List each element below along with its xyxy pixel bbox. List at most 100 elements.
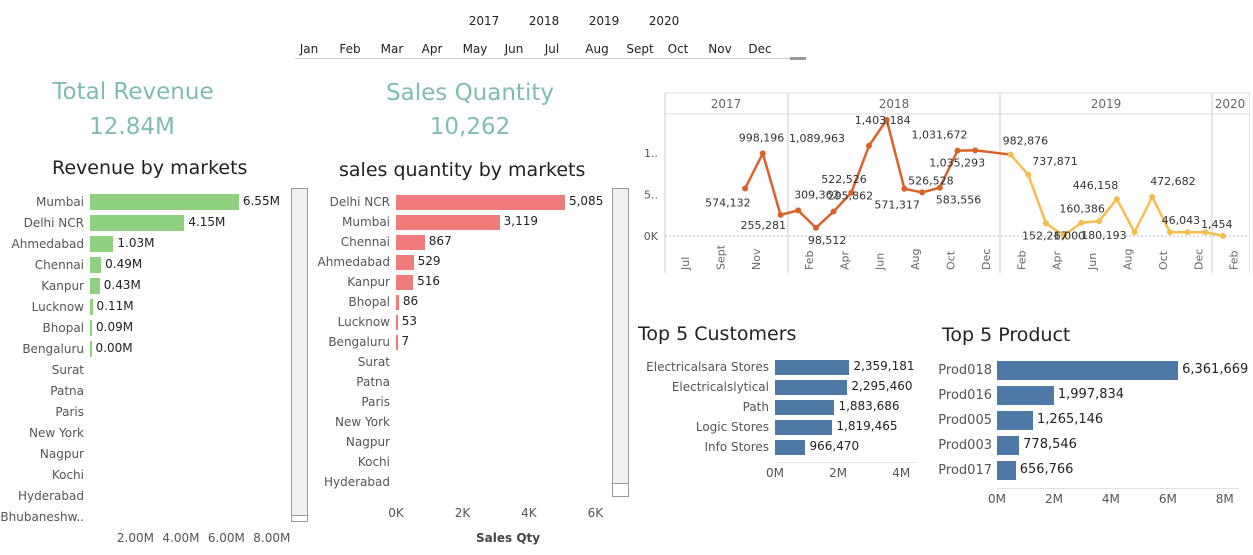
sales-qty-scrollbar[interactable] (612, 188, 629, 497)
category-label: Patna (50, 384, 84, 398)
month-filter-feb[interactable]: Feb (339, 42, 361, 56)
year-filter-2017[interactable]: 2017 (468, 14, 500, 28)
category-label: Bengaluru (328, 335, 390, 349)
trend-point (848, 189, 855, 196)
bar[interactable] (775, 359, 850, 375)
x-tick: Feb (1228, 251, 1241, 270)
month-filter-oct[interactable]: Oct (667, 42, 689, 56)
data-label: 1,819,465 (836, 419, 898, 433)
x-tick: Nov (750, 248, 763, 270)
bar[interactable] (396, 274, 414, 290)
bar[interactable] (396, 314, 398, 330)
axis-tick: 8.00M (253, 531, 291, 545)
year-header-2017: 2017 (711, 97, 742, 111)
category-label: Nagpur (39, 447, 84, 461)
bar[interactable] (90, 236, 114, 252)
trend-point (812, 224, 819, 231)
trend-data-label: 152,217 (1022, 229, 1068, 242)
data-label: 0.43M (103, 278, 141, 292)
data-label: 6.55M (242, 194, 280, 208)
trend-point (795, 207, 802, 214)
year-filter-2020[interactable]: 2020 (648, 14, 680, 28)
month-filter-jan[interactable]: Jan (299, 42, 319, 56)
month-filter-apr[interactable]: Apr (421, 42, 443, 56)
bar[interactable] (396, 214, 500, 230)
trend-data-label: 1,403,184 (855, 114, 911, 127)
month-filter-jun[interactable]: Jun (504, 42, 524, 56)
bar[interactable] (396, 334, 398, 350)
trend-data-label: 522,526 (821, 173, 867, 186)
category-label: Kochi (357, 455, 390, 469)
x-tick: Dec (1192, 249, 1205, 270)
trend-data-label: 180,193 (1081, 229, 1127, 242)
year-header-2018: 2018 (879, 97, 910, 111)
trend-point (866, 142, 872, 149)
trend-data-label: 46,043 (1162, 214, 1201, 227)
bar[interactable] (775, 379, 848, 395)
revenue-scrollbar-thumb[interactable] (292, 515, 307, 521)
bar[interactable] (90, 194, 239, 210)
axis-tick: 4M (892, 466, 911, 480)
category-label: Hyderabad (18, 489, 84, 503)
bar[interactable] (90, 320, 93, 336)
bar[interactable] (396, 234, 425, 250)
month-filter-aug[interactable]: Aug (585, 42, 609, 56)
axis-tick: 4K (521, 506, 537, 520)
bar[interactable] (997, 385, 1054, 405)
bar[interactable] (90, 215, 185, 231)
trend-data-label: 574,132 (705, 196, 751, 209)
bar[interactable] (90, 257, 102, 273)
trend-line-segment (797, 209, 817, 229)
trend-point (901, 185, 908, 192)
month-filter-may[interactable]: May (462, 42, 488, 56)
trend-data-label: 526,528 (908, 174, 954, 187)
trend-point (1149, 193, 1156, 200)
trend-data-label: 295,862 (828, 190, 874, 203)
trend-point (1043, 220, 1049, 227)
bar[interactable] (997, 460, 1016, 480)
axis-tick: 8M (1215, 492, 1234, 506)
revenue-by-markets-title: Revenue by markets (52, 157, 248, 179)
bar[interactable] (775, 439, 806, 455)
bar[interactable] (396, 194, 565, 210)
y-tick: 0K (644, 230, 659, 243)
bar[interactable] (396, 254, 414, 270)
trend-data-label: 982,876 (1003, 135, 1049, 148)
data-label: 0.49M (105, 257, 143, 271)
trend-point (830, 208, 837, 215)
trend-data-label: 309,362 (794, 188, 840, 201)
trend-point (1113, 196, 1120, 203)
revenue-scrollbar[interactable] (291, 188, 308, 522)
year-filter-2019[interactable]: 2019 (588, 14, 620, 28)
category-label: Prod017 (938, 463, 992, 478)
bar[interactable] (997, 360, 1179, 380)
category-label: Kanpur (41, 279, 84, 293)
data-label: 4.15M (188, 215, 226, 229)
bar[interactable] (396, 294, 399, 310)
trend-point (1007, 151, 1014, 158)
data-label: 656,766 (1019, 462, 1074, 477)
sales-qty-scrollbar-thumb[interactable] (613, 483, 628, 496)
trend-point (954, 147, 961, 154)
year-filter-2018[interactable]: 2018 (528, 14, 560, 28)
bar[interactable] (997, 435, 1020, 455)
bar[interactable] (90, 278, 100, 294)
axis-tick: 2M (829, 466, 848, 480)
trend-point (1060, 232, 1067, 239)
data-label: 5,085 (568, 194, 604, 208)
month-filter-jul[interactable]: Jul (544, 42, 560, 56)
x-tick: Jun (1086, 253, 1099, 271)
month-filter-nov[interactable]: Nov (708, 42, 732, 56)
bar[interactable] (90, 299, 93, 315)
filter-divider (295, 58, 805, 59)
trend-line-segment (1133, 196, 1154, 233)
trend-data-label: 1,031,672 (912, 129, 968, 142)
bar[interactable] (997, 410, 1034, 430)
month-filter-mar[interactable]: Mar (380, 42, 404, 56)
bar[interactable] (775, 419, 833, 435)
month-filter-dec[interactable]: Dec (748, 42, 772, 56)
bar[interactable] (90, 341, 92, 357)
bar[interactable] (775, 399, 835, 415)
filter-scroll-thumb[interactable] (790, 57, 806, 60)
month-filter-sept[interactable]: Sept (626, 42, 654, 56)
